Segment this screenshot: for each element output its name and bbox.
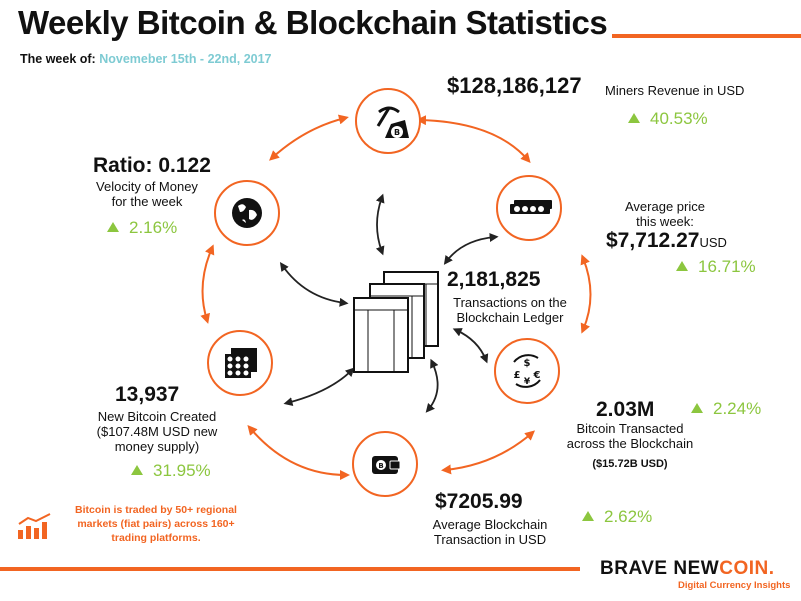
avg-transaction-label: Average Blockchain Transaction in USD [432, 517, 548, 547]
bitcoin-transacted-value: 2.03M [596, 398, 655, 421]
velocity-value: Ratio: 0.122 [93, 154, 211, 177]
transactions-label: Transactions on the Blockchain Ledger [453, 295, 567, 325]
arrow-newcoins-velocity [200, 244, 215, 324]
arrow-price-ledger [443, 233, 499, 265]
coin-stacks-icon [225, 348, 257, 378]
bitcoin-transacted-circle: $ £ € ¥ [494, 338, 560, 404]
markets-note: Bitcoin is traded by 50+ regional market… [75, 504, 237, 544]
title-divider [612, 34, 801, 38]
week-line: The week of: Novemeber 15th - 22nd, 2017 [20, 52, 272, 66]
average-price-change: 16.71% [676, 257, 756, 277]
velocity-circle [214, 180, 280, 246]
wallet-icon: B [372, 456, 401, 474]
velocity-label: Velocity of Money for the week [96, 179, 198, 209]
transactions-value: 2,181,825 [447, 268, 541, 291]
footer-divider [0, 567, 580, 571]
new-bitcoin-circle [207, 330, 273, 396]
svg-text:B: B [394, 128, 400, 137]
arrow-transacted-ledger [452, 328, 489, 364]
average-price-label: Average price this week: [625, 199, 705, 229]
new-bitcoin-value: 13,937 [115, 383, 180, 406]
brand-logo: BRAVE NEWCOIN. [600, 558, 775, 579]
banknotes-icon [510, 200, 552, 214]
arrow-velocity-ledger [279, 262, 349, 307]
bitcoin-transacted-change: 2.24% [691, 399, 761, 419]
svg-text:$: $ [524, 358, 531, 369]
velocity-change: 2.16% [107, 218, 177, 238]
svg-text:€: € [533, 370, 541, 381]
ledger-icon [353, 271, 439, 373]
arrow-miners-price [416, 115, 531, 164]
bitcoin-transacted-label: Bitcoin Transacted across the Blockchain [566, 421, 694, 451]
rising-chart-icon [18, 513, 51, 539]
up-arrow-icon [628, 113, 640, 123]
miners-revenue-circle: B [355, 88, 421, 154]
avg-transaction-circle: B [352, 431, 418, 497]
new-bitcoin-change: 31.95% [131, 461, 211, 481]
svg-text:£: £ [514, 370, 521, 381]
week-label: The week of: [20, 52, 96, 66]
globe-icon [232, 198, 262, 228]
avg-transaction-change: 2.62% [582, 507, 652, 527]
new-bitcoin-label: New Bitcoin Created ($107.48M USD new mo… [96, 409, 218, 454]
up-arrow-icon [107, 222, 119, 232]
avg-transaction-value: $7205.99 [435, 490, 523, 513]
pickaxe-bitcoin-icon: B [376, 106, 409, 138]
arrow-wallet-ledger [425, 358, 439, 413]
svg-text:B: B [378, 462, 383, 470]
arrow-wallet-newcoins [247, 424, 350, 480]
arrow-miners-ledger [375, 193, 385, 256]
currency-exchange-icon: $ £ € ¥ [513, 354, 541, 388]
arrow-transacted-wallet [441, 430, 536, 475]
miners-revenue-label: Miners Revenue in USD [605, 83, 745, 98]
arrow-velocity-miners [269, 114, 349, 161]
up-arrow-icon [131, 465, 143, 475]
arrow-newcoins-ledger [283, 367, 355, 407]
up-arrow-icon [582, 511, 594, 521]
average-price-value-wrap: $7,712.27USD [606, 229, 727, 253]
svg-text:¥: ¥ [524, 377, 531, 387]
page-title: Weekly Bitcoin & Blockchain Statistics [18, 4, 608, 41]
brand-tagline: Digital Currency Insights [678, 580, 791, 591]
average-price-unit: USD [699, 235, 727, 250]
week-dates: Novemeber 15th - 22nd, 2017 [99, 52, 272, 66]
miners-revenue-value: $128,186,127 [447, 73, 582, 98]
bitcoin-transacted-usd: ($15.72B USD) [592, 458, 668, 470]
up-arrow-icon [676, 261, 688, 271]
average-price-value: $7,712.27 [606, 229, 700, 252]
arrow-price-transacted [580, 254, 592, 334]
miners-revenue-change: 40.53% [628, 109, 708, 129]
up-arrow-icon [691, 403, 703, 413]
average-price-circle [496, 175, 562, 241]
